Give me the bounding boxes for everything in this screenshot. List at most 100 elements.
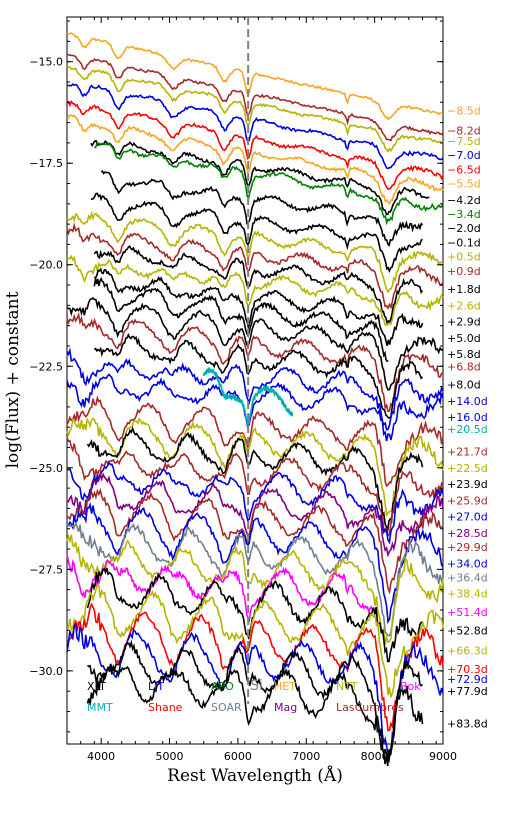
epoch-label: +20.5d [447,423,488,436]
epoch-label: +66.3d [447,645,488,658]
epoch-label: +5.0d [447,332,481,345]
epoch-label: −2.0d [447,222,481,235]
spectrum-line [66,114,444,206]
spectrum-line [66,437,444,537]
spectrum-line [66,32,444,121]
epoch-label: +38.4d [447,588,488,601]
legend-item: LasCumbres [336,701,404,714]
spectrum-line [66,83,444,170]
spectrum-line [66,602,444,732]
spectrum-line [93,244,424,326]
epoch-label: +77.9d [447,685,488,698]
spectrum-line [86,426,424,534]
epoch-labels: −8.5d −8.2d−7.5d−7.0d−6.5d −5.5d −4.2d−3.4d… [447,104,488,730]
spectrum-line [93,141,444,226]
spectrum-line [202,367,294,425]
epoch-label: +6.8d [447,360,481,373]
epoch-label: −7.5d [447,135,481,148]
spectrum-line [90,192,423,274]
spectrum-line [66,254,444,327]
spectrum-line [66,583,444,698]
legend-item: APO [211,680,234,693]
y-tick-label: −27.5 [29,563,63,576]
spectrum-line [66,417,444,518]
spectrum-line [90,139,430,216]
si-annotation: Si [250,678,263,694]
spectrum-line [86,663,424,765]
epoch-label: +2.6d [447,299,481,312]
legend-item: HET [274,680,296,693]
spectrum-line [93,276,389,362]
x-tick-label: 7000 [292,750,320,763]
epoch-label: +52.8d [447,624,488,637]
y-axis-label: log(Flux) + constant [3,291,23,468]
epoch-label: +29.9d [447,541,488,554]
epoch-label: +83.8d [447,718,488,731]
x-tick-label: 5000 [156,750,184,763]
x-tick-label: 6000 [224,750,252,763]
epoch-label: +0.9d [447,265,481,278]
y-tick-label: −17.5 [29,157,63,170]
spectrum-line [93,267,424,346]
epoch-label: +25.9d [447,494,488,507]
epoch-label: +51.4d [447,606,488,619]
legend-item: Mag [274,701,297,714]
spectrum-line [66,622,444,757]
spectra-layer [66,32,444,766]
spectrum-line [66,222,444,310]
epoch-label: −4.2d [447,194,481,207]
x-axis-label: Rest Wavelength (Å) [167,765,343,786]
spectrum-line [67,502,444,625]
spectrum-line [66,99,444,190]
y-tick-label: −20.0 [29,259,63,272]
epoch-label: +21.7d [447,446,488,459]
epoch-label: +0.5d [447,251,481,264]
epoch-label: −5.5d [447,178,481,191]
spectrum-line [66,521,444,637]
legend-item: LJT [148,680,164,693]
spectrum-line [66,487,444,595]
epoch-label: +36.4d [447,571,488,584]
y-tick-label: −22.5 [29,360,63,373]
x-tick-label: 4000 [87,750,115,763]
epoch-label: +28.5d [447,527,488,540]
spectrum-line [66,297,443,391]
spectrum-line [66,373,444,442]
spectrum-line [66,65,444,153]
legend-item: NTT [336,680,358,693]
epoch-label: +8.0d [447,379,481,392]
legend-item: SOAR [211,701,242,714]
spectrum-line [66,395,444,488]
legend-item: MMT [87,701,113,714]
epoch-label: −7.0d [447,149,481,162]
epoch-label: −6.5d [447,163,481,176]
epoch-label: −8.5d [447,104,481,117]
spectrum-line [66,53,444,142]
epoch-label: +34.0d [447,557,488,570]
spectrum-line [66,533,444,645]
spectrum-line [86,639,424,766]
x-tick-label: 9000 [429,750,457,763]
epoch-label: −8.2d [447,125,481,138]
epoch-label: +27.0d [447,511,488,524]
legend-item: Bok [400,680,421,693]
spectrum-line [66,210,444,294]
spectrum-line [66,347,444,431]
y-tick-label: −30.0 [29,665,63,678]
epoch-label: +23.9d [447,478,488,491]
spectrum-line [93,332,424,419]
legend-item: Shane [148,701,183,714]
y-tick-label: −15.0 [29,56,63,69]
legend-item: XLT [87,680,106,693]
epoch-label: −3.4d [447,208,481,221]
epoch-label: +5.8d [447,348,481,361]
epoch-label: +22.5d [447,462,488,475]
epoch-label: +14.0d [447,395,488,408]
epoch-label: +16.0d [447,411,488,424]
epoch-label: +70.3d [447,663,488,676]
epoch-label: +2.9d [447,316,481,329]
epoch-label: −0.1d [447,236,481,249]
legend: XLT LJT APO HET NTT Bok MMT Shane SOAR Mag LasCumb… [87,680,421,714]
spectrum-line [66,311,444,413]
